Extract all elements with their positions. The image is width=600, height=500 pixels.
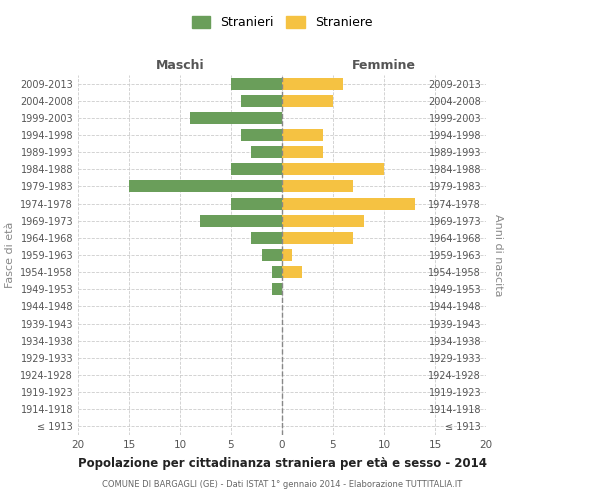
Bar xyxy=(129,180,282,192)
Bar xyxy=(251,232,282,244)
Bar xyxy=(282,78,343,90)
Bar xyxy=(282,129,323,141)
Bar xyxy=(272,266,282,278)
Text: Maschi: Maschi xyxy=(155,58,205,71)
Text: Femmine: Femmine xyxy=(352,58,416,71)
Bar xyxy=(282,164,384,175)
Text: Popolazione per cittadinanza straniera per età e sesso - 2014: Popolazione per cittadinanza straniera p… xyxy=(77,458,487,470)
Bar xyxy=(282,94,333,106)
Bar xyxy=(282,214,364,226)
Bar xyxy=(282,249,292,261)
Bar xyxy=(241,129,282,141)
Bar xyxy=(272,284,282,296)
Bar xyxy=(231,78,282,90)
Bar xyxy=(231,164,282,175)
Text: COMUNE DI BARGAGLI (GE) - Dati ISTAT 1° gennaio 2014 - Elaborazione TUTTITALIA.I: COMUNE DI BARGAGLI (GE) - Dati ISTAT 1° … xyxy=(102,480,462,489)
Y-axis label: Fasce di età: Fasce di età xyxy=(5,222,15,288)
Bar xyxy=(251,146,282,158)
Bar xyxy=(231,198,282,209)
Bar xyxy=(262,249,282,261)
Y-axis label: Anni di nascita: Anni di nascita xyxy=(493,214,503,296)
Bar xyxy=(200,214,282,226)
Bar xyxy=(282,180,353,192)
Legend: Stranieri, Straniere: Stranieri, Straniere xyxy=(187,11,377,34)
Bar xyxy=(190,112,282,124)
Bar xyxy=(282,232,353,244)
Bar xyxy=(241,94,282,106)
Bar xyxy=(282,146,323,158)
Bar xyxy=(282,266,302,278)
Bar xyxy=(282,198,415,209)
